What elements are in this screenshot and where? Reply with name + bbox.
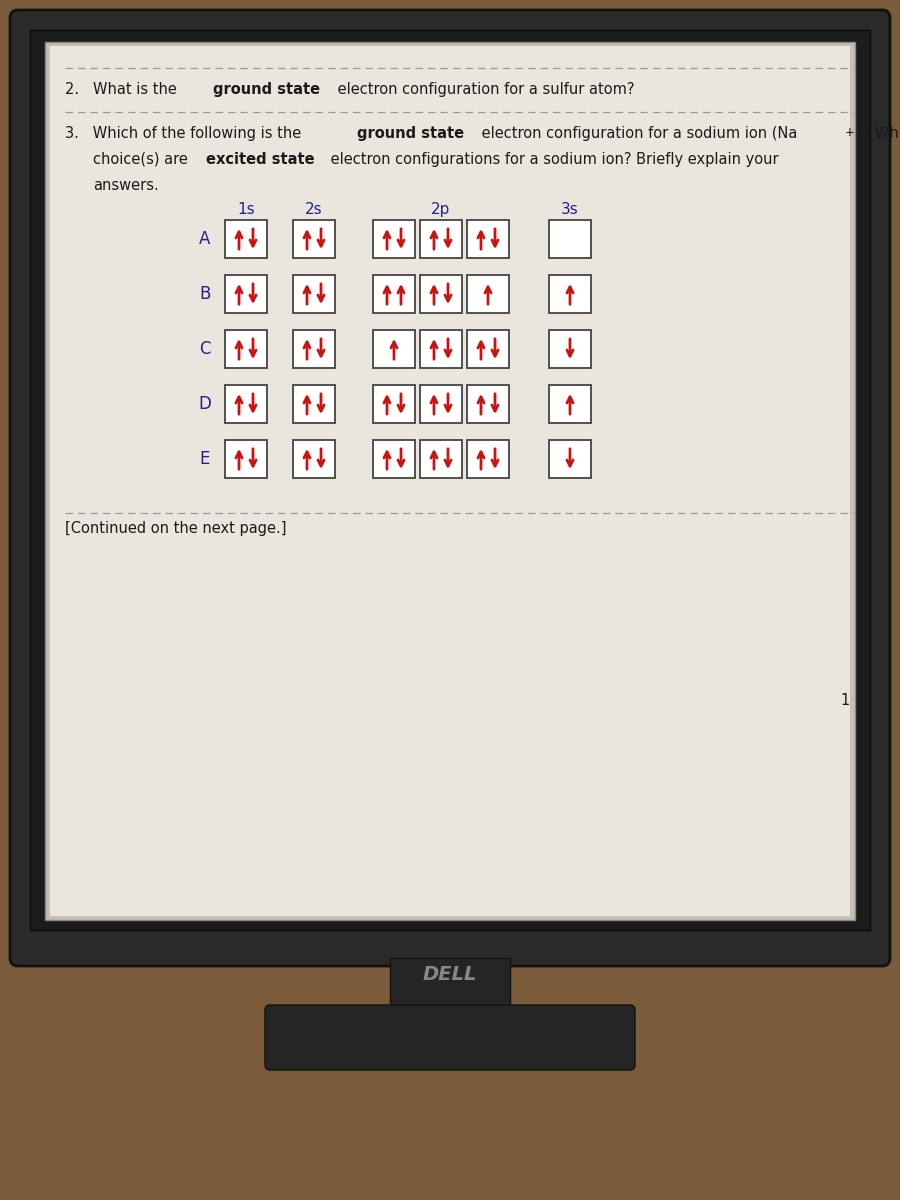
Text: electron configuration for a sulfur atom?: electron configuration for a sulfur atom… [333, 82, 634, 97]
Bar [225, 330, 267, 368]
Text: ground state: ground state [213, 82, 320, 97]
Bar [30, 30, 870, 930]
Bar [293, 275, 335, 313]
Bar [293, 330, 335, 368]
Text: )? Which: )? Which [857, 126, 900, 140]
Bar [467, 330, 509, 368]
FancyBboxPatch shape [265, 1006, 635, 1070]
Bar [467, 440, 509, 478]
Bar [293, 440, 335, 478]
Bar [420, 330, 462, 368]
Bar [293, 385, 335, 422]
Text: ground state: ground state [357, 126, 464, 140]
Text: electron configuration for a sodium ion (Na: electron configuration for a sodium ion … [477, 126, 797, 140]
Text: 2s: 2s [305, 202, 323, 217]
Text: excited state: excited state [206, 152, 315, 167]
Bar [225, 275, 267, 313]
Bar [549, 275, 591, 313]
Text: 1s: 1s [238, 202, 255, 217]
Bar [373, 330, 415, 368]
FancyBboxPatch shape [10, 10, 890, 966]
Bar [467, 275, 509, 313]
Text: choice(s) are: choice(s) are [93, 152, 193, 167]
Bar [293, 220, 335, 258]
Bar [373, 385, 415, 422]
Bar [549, 220, 591, 258]
Text: [Continued on the next page.]: [Continued on the next page.] [65, 521, 286, 536]
Bar [373, 440, 415, 478]
Text: 1: 1 [841, 692, 850, 708]
Bar [549, 440, 591, 478]
Bar [225, 440, 267, 478]
Bar [420, 275, 462, 313]
Bar [45, 42, 855, 920]
Text: B: B [199, 284, 211, 302]
Bar [225, 385, 267, 422]
Text: +: + [845, 126, 855, 139]
Bar [467, 385, 509, 422]
Text: A: A [199, 230, 211, 248]
Text: E: E [200, 450, 211, 468]
Bar [373, 275, 415, 313]
Text: electron configurations for a sodium ion? Briefly explain your: electron configurations for a sodium ion… [326, 152, 778, 167]
Bar [549, 330, 591, 368]
Bar [549, 385, 591, 422]
Bar [390, 958, 510, 1018]
Bar [373, 220, 415, 258]
Bar [420, 440, 462, 478]
Bar [420, 385, 462, 422]
Bar [467, 220, 509, 258]
Text: C: C [199, 340, 211, 358]
Text: D: D [199, 395, 212, 413]
Bar [420, 220, 462, 258]
Bar [50, 46, 850, 916]
Text: answers.: answers. [93, 178, 158, 193]
Text: 3s: 3s [561, 202, 579, 217]
Text: DELL: DELL [423, 966, 477, 984]
Text: 2p: 2p [431, 202, 451, 217]
Text: 2.   What is the: 2. What is the [65, 82, 182, 97]
Text: 3.   Which of the following is the: 3. Which of the following is the [65, 126, 306, 140]
Bar [225, 220, 267, 258]
